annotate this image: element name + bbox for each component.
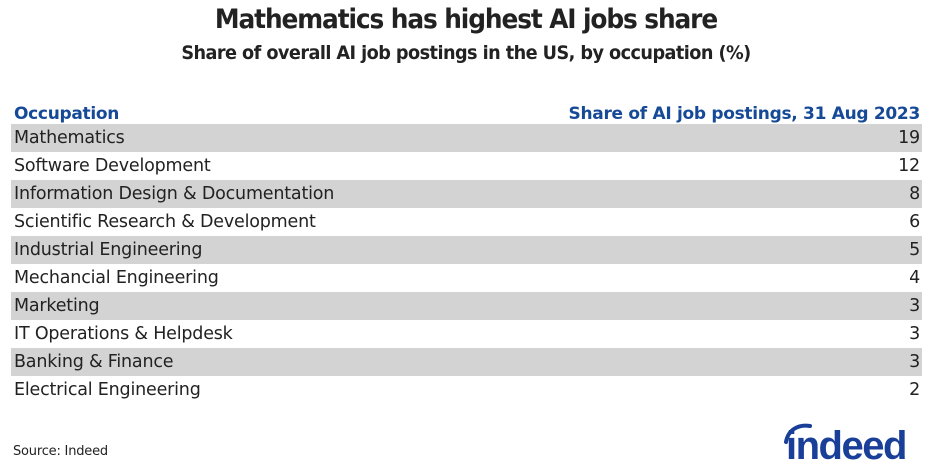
cell-occupation: Information Design & Documentation	[14, 184, 335, 204]
cell-share: 8	[909, 184, 920, 204]
table-row: Mathematics 19	[11, 124, 922, 152]
table-row: IT Operations & Helpdesk 3	[11, 320, 922, 348]
indeed-logo: indeed	[780, 420, 925, 468]
cell-occupation: Banking & Finance	[14, 352, 174, 372]
logo-wordmark: indeed	[786, 424, 907, 468]
header-share: Share of AI job postings, 31 Aug 2023	[568, 104, 921, 124]
cell-occupation: Software Development	[14, 156, 211, 176]
chart-subtitle: Share of overall AI job postings in the …	[181, 42, 751, 64]
cell-share: 5	[909, 240, 920, 260]
cell-occupation: Electrical Engineering	[14, 380, 201, 400]
cell-occupation: Industrial Engineering	[14, 240, 203, 260]
table-row: Mechancial Engineering 4	[11, 264, 922, 292]
cell-share: 2	[909, 380, 920, 400]
table-row: Marketing 3	[11, 292, 922, 320]
cell-share: 12	[898, 156, 920, 176]
cell-occupation: Scientific Research & Development	[14, 212, 316, 232]
occupation-share-table: Occupation Share of AI job postings, 31 …	[11, 99, 922, 404]
table-row: Scientific Research & Development 6	[11, 208, 922, 236]
table-row: Software Development 12	[11, 152, 922, 180]
cell-occupation: Marketing	[14, 296, 100, 316]
logo-arc-icon	[784, 423, 812, 444]
cell-share: 6	[909, 212, 920, 232]
cell-share: 4	[909, 268, 920, 288]
source-note: Source: Indeed	[13, 444, 108, 459]
cell-share: 3	[909, 324, 920, 344]
cell-share: 19	[898, 128, 920, 148]
cell-occupation: Mechancial Engineering	[14, 268, 219, 288]
cell-occupation: IT Operations & Helpdesk	[14, 324, 233, 344]
table-row: Electrical Engineering 2	[11, 376, 922, 404]
chart-title: Mathematics has highest AI jobs share	[214, 4, 718, 35]
table-row: Information Design & Documentation 8	[11, 180, 922, 208]
cell-share: 3	[909, 296, 920, 316]
table-header: Occupation Share of AI job postings, 31 …	[11, 99, 922, 124]
table-row: Banking & Finance 3	[11, 348, 922, 376]
table-row: Industrial Engineering 5	[11, 236, 922, 264]
cell-share: 3	[909, 352, 920, 372]
cell-occupation: Mathematics	[14, 128, 125, 148]
header-occupation: Occupation	[14, 104, 120, 124]
